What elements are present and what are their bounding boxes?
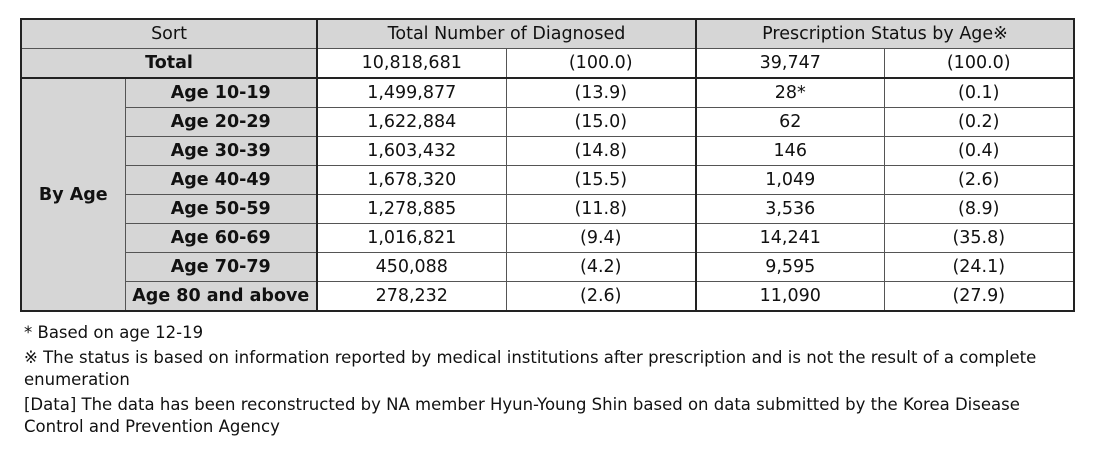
total-row: Total 10,818,681 (100.0) 39,747 (100.0) [20, 48, 1075, 79]
table-row: Age 20-29 1,622,884 (15.0) 62 (0.2) [21, 107, 1075, 137]
diagnosed-count: 1,678,320 [316, 165, 507, 195]
diagnosed-pct: (11.8) [505, 194, 697, 224]
prescribed-pct: (0.4) [883, 136, 1075, 166]
age-label: Age 20-29 [124, 107, 318, 137]
prescribed-count: 1,049 [695, 165, 885, 195]
diagnosed-pct: (15.5) [505, 165, 697, 195]
prescribed-count: 11,090 [695, 281, 885, 312]
diagnosed-pct: (14.8) [505, 136, 697, 166]
prescribed-count: 28* [695, 77, 885, 108]
diagnosed-count: 450,088 [316, 252, 507, 282]
header-total-diagnosed: Total Number of Diagnosed [316, 18, 697, 49]
diagnosed-count: 1,016,821 [316, 223, 507, 253]
age-label: Age 50-59 [124, 194, 318, 224]
diagnosed-count: 278,232 [316, 281, 507, 312]
diagnosed-pct: (9.4) [505, 223, 697, 253]
age-label: Age 10-19 [124, 77, 318, 108]
header-sort: Sort [20, 18, 318, 49]
prescribed-pct: (27.9) [883, 281, 1075, 312]
table-row: By Age Age 10-19 1,499,877 (13.9) 28* (0.1) [20, 77, 1075, 312]
diagnosed-pct: (13.9) [505, 77, 697, 108]
age-label: Age 30-39 [124, 136, 318, 166]
total-prescribed: 39,747 [695, 48, 885, 79]
diagnosed-pct: (15.0) [505, 107, 697, 137]
table-row: Age 30-39 1,603,432 (14.8) 146 (0.4) [21, 136, 1075, 166]
prescribed-pct: (0.2) [883, 107, 1075, 137]
prescribed-count: 9,595 [695, 252, 885, 282]
total-label: Total [20, 48, 318, 79]
diagnosed-count: 1,622,884 [316, 107, 507, 137]
table-row: Age 50-59 1,278,885 (11.8) 3,536 (8.9) [21, 194, 1075, 224]
diagnosed-count: 1,499,877 [316, 77, 507, 108]
table-row: Age 80 and above 278,232 (2.6) 11,090 (27.9) [21, 281, 1075, 312]
total-prescribed-pct: (100.0) [883, 48, 1075, 79]
diagnosed-count: 1,603,432 [316, 136, 507, 166]
prescribed-count: 146 [695, 136, 885, 166]
prescription-status-table: Sort Total Number of Diagnosed Prescript… [20, 18, 1075, 312]
table-row: Age 70-79 450,088 (4.2) 9,595 (24.1) [21, 252, 1075, 282]
age-label: Age 80 and above [124, 281, 318, 312]
age-label: Age 60-69 [124, 223, 318, 253]
footnote-data-source: [Data] The data has been reconstructed b… [24, 395, 1020, 436]
age-label: Age 40-49 [124, 165, 318, 195]
prescribed-pct: (8.9) [883, 194, 1075, 224]
header-row: Sort Total Number of Diagnosed Prescript… [20, 18, 1075, 49]
total-diagnosed-pct: (100.0) [505, 48, 697, 79]
prescribed-count: 3,536 [695, 194, 885, 224]
footnote-asterisk: * Based on age 12-19 [24, 323, 204, 342]
table-row: Age 40-49 1,678,320 (15.5) 1,049 (2.6) [21, 165, 1075, 195]
footnotes: * Based on age 12-19 ※ The status is bas… [24, 322, 1064, 441]
prescribed-count: 62 [695, 107, 885, 137]
footnote-reference-mark: ※ The status is based on information rep… [24, 348, 1037, 389]
table-row: Age 60-69 1,016,821 (9.4) 14,241 (35.8) [21, 223, 1075, 253]
prescribed-pct: (2.6) [883, 165, 1075, 195]
age-label: Age 70-79 [124, 252, 318, 282]
diagnosed-pct: (4.2) [505, 252, 697, 282]
header-prescription-status: Prescription Status by Age※ [695, 18, 1075, 49]
prescribed-pct: (0.1) [883, 77, 1075, 108]
total-diagnosed: 10,818,681 [316, 48, 507, 79]
diagnosed-pct: (2.6) [505, 281, 697, 312]
table-body: Total 10,818,681 (100.0) 39,747 (100.0) … [20, 48, 1075, 312]
prescribed-count: 14,241 [695, 223, 885, 253]
diagnosed-count: 1,278,885 [316, 194, 507, 224]
group-label-by-age: By Age [20, 77, 126, 312]
prescribed-pct: (35.8) [883, 223, 1075, 253]
prescribed-pct: (24.1) [883, 252, 1075, 282]
